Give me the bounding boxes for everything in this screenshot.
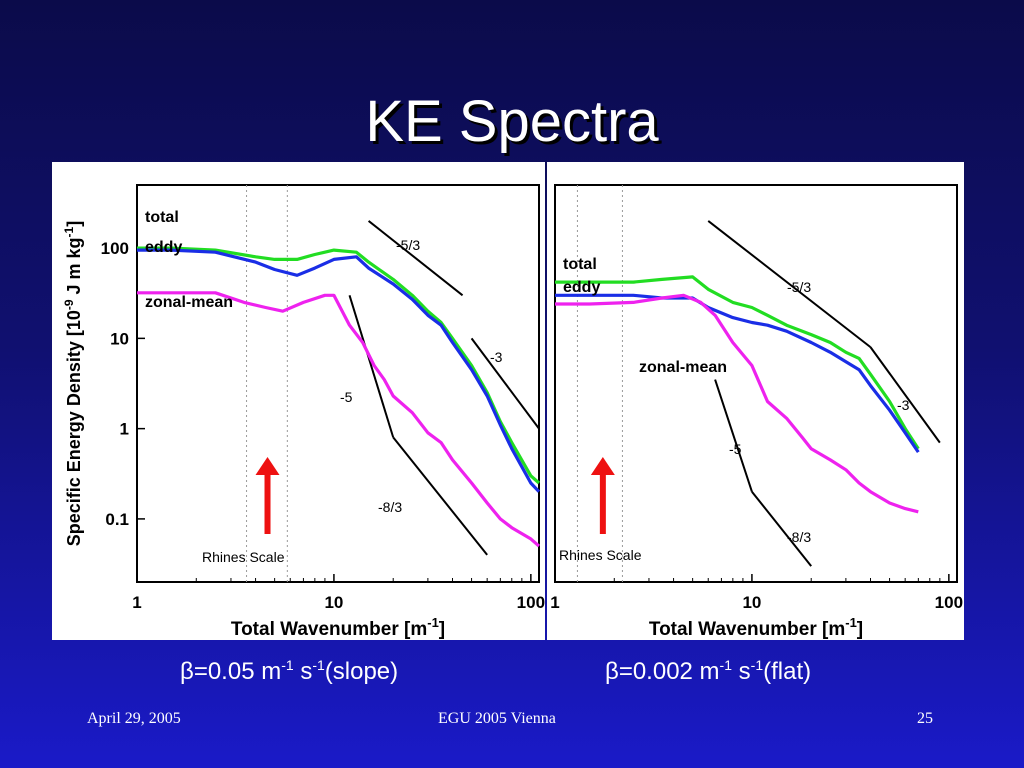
x-axis-label: Total Wavenumber [m-1]	[649, 615, 863, 640]
reference-slope-line	[714, 379, 753, 493]
x-tick-label: 1	[132, 593, 141, 612]
annotation-label: -8/3	[378, 499, 402, 515]
annotation-label: -3	[897, 397, 910, 413]
annotation-label: -8/3	[787, 529, 811, 545]
reference-slope-line	[470, 337, 540, 430]
x-axis-label: Total Wavenumber [m-1]	[231, 615, 445, 640]
figure-panel-right: 1 10 100 Total Wavenumber [m-1] total eddy zon…	[547, 162, 964, 640]
footer-event: EGU 2005 Vienna	[438, 710, 556, 727]
caption-beta: β	[180, 658, 194, 685]
x-tick-label: 100	[935, 593, 963, 612]
annotation-label: -3	[490, 349, 503, 365]
series-zonal-mean	[555, 293, 919, 514]
annotation-label: -5	[729, 441, 742, 457]
chart-right: 1 10 100 Total Wavenumber [m-1] total eddy zon…	[550, 184, 963, 640]
footer-date: April 29, 2005	[87, 710, 181, 727]
series-total	[555, 275, 920, 450]
x-tick-label: 1	[550, 593, 559, 612]
series-label-total: total	[145, 209, 179, 226]
y-axis-label: Specific Energy Density [10-9 J m kg-1]	[62, 221, 84, 546]
reference-slope-line	[751, 491, 812, 567]
reference-slope-line	[392, 436, 488, 556]
series-label-eddy: eddy	[563, 279, 600, 296]
x-tick-label: 10	[742, 593, 761, 612]
series-zonal-mean	[137, 291, 541, 548]
reference-slope-line	[348, 295, 395, 438]
chart-left: 1 10 100 100 10 1 0.1 Total Wavenumber [m-1] Spe…	[62, 184, 545, 640]
caption-right: β=0.002 m-1 s-1(flat)	[605, 657, 812, 685]
reference-slope-line	[367, 220, 464, 297]
figure-panel-left: 1 10 100 100 10 1 0.1 Total Wavenumber [m-1] Spe…	[52, 162, 545, 640]
annotation-label: -5/3	[396, 237, 420, 253]
reference-slope-line	[707, 220, 872, 348]
rhines-arrow-head	[590, 457, 615, 475]
caption-beta: β	[605, 658, 619, 685]
series-label-total: total	[563, 256, 597, 273]
rhines-arrow-head	[255, 457, 280, 475]
caption-left: β=0.05 m-1 s-1(slope)	[180, 657, 399, 685]
series-eddy	[137, 248, 541, 493]
slide-title: KE Spectra	[365, 89, 659, 154]
x-tick-label: 100	[517, 593, 545, 612]
y-tick-label: 0.1	[105, 510, 129, 529]
y-tick-label: 1	[120, 420, 129, 439]
reference-slope-line	[869, 346, 941, 444]
annotation-label: -5	[340, 389, 353, 405]
annotation-label: Rhines Scale	[559, 547, 642, 563]
y-tick-label: 10	[110, 329, 129, 348]
series-label-eddy: eddy	[145, 239, 182, 256]
series-label-zonal-mean: zonal-mean	[639, 359, 727, 376]
series-label-zonal-mean: zonal-mean	[145, 294, 233, 311]
x-tick-label: 10	[324, 593, 343, 612]
y-tick-label: 100	[101, 239, 129, 258]
footer-page-number: 25	[917, 710, 933, 727]
annotation-label: -5/3	[787, 279, 811, 295]
annotation-label: Rhines Scale	[202, 549, 285, 565]
